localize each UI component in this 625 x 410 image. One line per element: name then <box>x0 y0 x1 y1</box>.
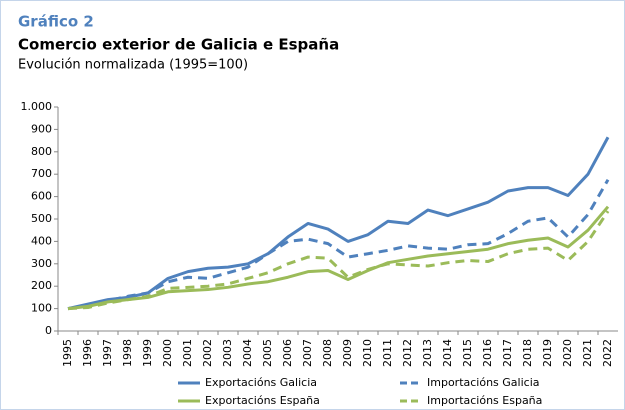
y-tick-label: 800 <box>31 145 52 158</box>
chart-subtitle: Evolución normalizada (1995=100) <box>18 58 248 73</box>
y-tick-label: 100 <box>31 302 52 315</box>
x-tick-label: 2001 <box>181 339 194 367</box>
series-line <box>67 210 610 311</box>
legend-label: Importacións Galicia <box>427 376 540 389</box>
chart-label: Gráfico 2 <box>18 13 94 31</box>
x-tick-label: 2021 <box>581 339 594 367</box>
x-tick-label: 2013 <box>421 339 434 367</box>
x-tick-label: 2004 <box>241 339 254 367</box>
x-tick-label: 2007 <box>301 339 314 367</box>
x-tick-label: 2014 <box>441 339 454 367</box>
x-tick-label: 2018 <box>521 339 534 367</box>
x-tick-label: 1997 <box>101 339 114 367</box>
y-tick-label: 600 <box>31 190 52 203</box>
y-tick-label: 700 <box>31 167 52 180</box>
y-tick-label: 900 <box>31 122 52 135</box>
x-tick-label: 2019 <box>541 339 554 367</box>
x-tick-label: 2003 <box>221 339 234 367</box>
x-tick-label: 2011 <box>381 339 394 367</box>
x-tick-label: 2002 <box>201 339 214 367</box>
x-tick-label: 2008 <box>321 339 334 367</box>
x-tick-label: 1998 <box>121 339 134 367</box>
legend-label: Importacións España <box>427 394 542 407</box>
y-tick-label: 200 <box>31 279 52 292</box>
x-tick-label: 2016 <box>481 339 494 367</box>
x-tick-label: 2012 <box>401 339 414 367</box>
x-tick-label: 1995 <box>61 339 74 367</box>
x-tick-label: 2022 <box>601 339 614 367</box>
x-tick-label: 2015 <box>461 339 474 367</box>
x-tick-label: 2017 <box>501 339 514 367</box>
legend-label: Exportacións Galicia <box>205 376 317 389</box>
y-tick-label: 500 <box>31 212 52 225</box>
x-tick-label: 2006 <box>281 339 294 367</box>
y-tick-label: 300 <box>31 257 52 270</box>
x-tick-label: 2009 <box>341 339 354 367</box>
series-line <box>67 205 610 311</box>
x-tick-label: 1999 <box>141 339 154 367</box>
x-tick-label: 2020 <box>561 339 574 367</box>
y-tick-label: 1.000 <box>21 100 53 113</box>
x-tick-label: 2010 <box>361 339 374 367</box>
y-tick-label: 0 <box>45 324 52 337</box>
legend-label: Exportacións España <box>205 394 320 407</box>
x-tick-label: 2005 <box>261 339 274 367</box>
y-tick-label: 400 <box>31 234 52 247</box>
x-tick-label: 1996 <box>81 339 94 367</box>
x-tick-label: 2000 <box>161 339 174 367</box>
series-line <box>67 179 610 311</box>
chart-title: Comercio exterior de Galicia e España <box>18 36 339 54</box>
